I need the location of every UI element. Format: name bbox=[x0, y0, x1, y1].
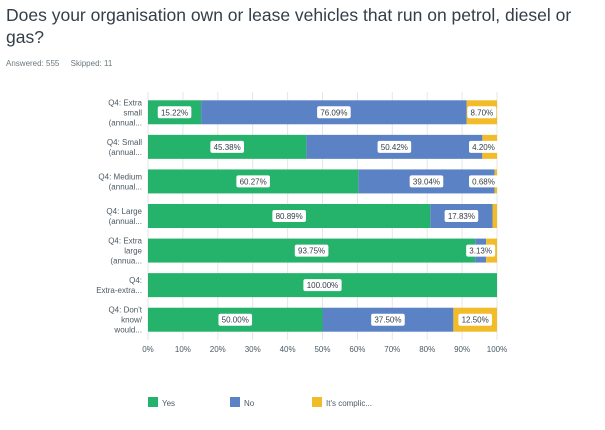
response-stats: Answered: 555 Skipped: 11 bbox=[6, 59, 121, 68]
x-tick-label: 80% bbox=[419, 345, 435, 354]
legend-swatch-no bbox=[230, 397, 240, 407]
data-label-bg bbox=[409, 175, 444, 188]
data-label-bg bbox=[377, 140, 412, 153]
category-label: Q4: Large (annual... bbox=[106, 207, 142, 226]
data-label: 76.09% bbox=[320, 108, 347, 117]
data-label-bg bbox=[157, 106, 192, 119]
data-label: 0.68% bbox=[472, 177, 495, 186]
data-label-bg bbox=[466, 244, 496, 257]
x-tick-label: 20% bbox=[210, 345, 226, 354]
skipped-count: Skipped: 11 bbox=[70, 59, 113, 68]
x-tick-label: 40% bbox=[280, 345, 296, 354]
data-label-bg bbox=[458, 313, 492, 326]
data-label-bg bbox=[236, 175, 270, 188]
data-label-bg bbox=[444, 210, 479, 222]
category-label: Q4: Extra small (annual... bbox=[108, 98, 142, 127]
data-label: 93.75% bbox=[298, 247, 325, 256]
legend-swatch-yes bbox=[148, 397, 158, 407]
legend-swatch-complicated bbox=[312, 397, 322, 407]
category-label: Q4: Extra-extra... bbox=[96, 276, 142, 295]
x-tick-label: 60% bbox=[349, 345, 365, 354]
data-label-bg bbox=[469, 175, 498, 188]
category-label: Q4: Small (annual... bbox=[107, 138, 142, 157]
data-label-bg bbox=[272, 210, 306, 222]
question-title: Does your organisation own or lease vehi… bbox=[6, 5, 572, 47]
data-label: 80.89% bbox=[276, 212, 303, 221]
data-label: 60.27% bbox=[240, 177, 267, 186]
data-label: 8.70% bbox=[471, 108, 494, 117]
data-label: 50.42% bbox=[381, 143, 408, 152]
legend-label-no: No bbox=[244, 399, 255, 408]
data-label-bg bbox=[210, 140, 244, 153]
legend-label-yes: Yes bbox=[162, 399, 175, 408]
data-label: 3.13% bbox=[469, 247, 492, 256]
data-label: 4.20% bbox=[472, 143, 495, 152]
data-label-bg bbox=[317, 106, 351, 119]
data-label: 50.00% bbox=[222, 316, 249, 325]
x-tick-label: 30% bbox=[245, 345, 261, 354]
category-label: Q4: Medium (annual... bbox=[98, 172, 142, 191]
x-tick-label: 50% bbox=[314, 345, 330, 354]
x-tick-label: 90% bbox=[454, 345, 470, 354]
legend-label-complicated: It's complic... bbox=[326, 399, 372, 408]
data-label-bg bbox=[469, 140, 498, 153]
data-label: 39.04% bbox=[413, 177, 440, 186]
x-tick-label: 0% bbox=[142, 345, 154, 354]
bar-segment-complicated[interactable] bbox=[492, 204, 497, 228]
x-tick-label: 10% bbox=[175, 345, 191, 354]
answered-count: Answered: 555 bbox=[6, 59, 60, 68]
category-label: Q4: Extra large (annua... bbox=[108, 237, 142, 266]
data-label: 37.50% bbox=[374, 316, 401, 325]
data-label-bg bbox=[294, 244, 329, 257]
data-label-bg bbox=[303, 279, 342, 292]
data-label: 45.38% bbox=[214, 143, 241, 152]
category-label: Q4: Don't know/would... bbox=[108, 306, 142, 335]
data-label: 17.83% bbox=[448, 212, 475, 221]
data-label-bg bbox=[467, 106, 497, 119]
x-tick-label: 70% bbox=[384, 345, 400, 354]
x-tick-label: 100% bbox=[487, 345, 507, 354]
data-label: 15.22% bbox=[161, 108, 188, 117]
data-label-bg bbox=[371, 313, 405, 326]
data-label-bg bbox=[218, 313, 253, 326]
data-label: 12.50% bbox=[462, 316, 489, 325]
data-label: 100.00% bbox=[307, 281, 339, 290]
